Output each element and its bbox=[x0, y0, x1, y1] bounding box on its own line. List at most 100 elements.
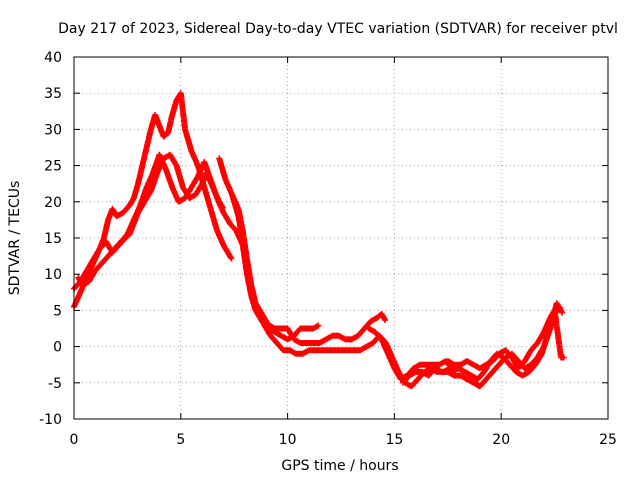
series-H bbox=[444, 307, 567, 372]
data-point-group bbox=[98, 254, 111, 267]
data-point-group bbox=[224, 249, 235, 262]
data-point-group bbox=[378, 311, 389, 324]
data-point-group bbox=[408, 377, 420, 390]
data-point-group bbox=[229, 191, 241, 218]
y-axis-label: SDTVAR / TECUs bbox=[7, 181, 23, 296]
data-point-group bbox=[273, 340, 286, 353]
data-point-group bbox=[385, 350, 397, 370]
grid-lines bbox=[74, 57, 608, 419]
data-point-group bbox=[207, 206, 220, 233]
data-point-group bbox=[100, 218, 111, 241]
x-tick-label: 10 bbox=[279, 432, 297, 448]
series-F bbox=[365, 304, 564, 383]
data-point-group bbox=[489, 362, 502, 375]
data-point-group bbox=[355, 326, 367, 339]
data-point-group bbox=[254, 307, 267, 327]
data-point-group bbox=[162, 166, 175, 189]
data-point-group bbox=[147, 171, 160, 194]
y-tick-labels: -10 -5 0 5 10 15 20 25 30 35 40 bbox=[39, 50, 62, 428]
data-point-group bbox=[267, 332, 279, 345]
data-point-group bbox=[156, 151, 169, 171]
data-point-group bbox=[201, 159, 214, 182]
data-point-group bbox=[139, 146, 150, 169]
data-point-group bbox=[169, 184, 181, 204]
data-point-group bbox=[496, 355, 508, 368]
data-point-group bbox=[165, 113, 175, 136]
y-tick-label: -10 bbox=[39, 412, 62, 428]
data-point-group bbox=[214, 227, 226, 247]
data-point-group bbox=[248, 289, 261, 312]
data-point-group bbox=[216, 155, 229, 182]
data-point-group bbox=[173, 162, 186, 189]
data-point-group bbox=[515, 359, 527, 372]
data-point-group bbox=[143, 171, 156, 191]
data-point-group bbox=[502, 347, 514, 360]
data-point-group bbox=[406, 369, 418, 379]
x-axis-label: GPS time / hours bbox=[281, 458, 398, 474]
data-point-group bbox=[192, 182, 205, 198]
data-point-group bbox=[558, 354, 567, 361]
data-point-group bbox=[214, 195, 226, 215]
data-point-group bbox=[169, 98, 180, 118]
data-point-group bbox=[528, 341, 540, 354]
data-point-group bbox=[551, 307, 564, 359]
data-point-group bbox=[124, 218, 137, 238]
x-tick-label: 5 bbox=[176, 432, 185, 448]
data-point-group bbox=[222, 177, 235, 197]
data-point-group bbox=[367, 315, 379, 325]
data-point-group bbox=[226, 220, 239, 233]
y-tick-label: 20 bbox=[44, 195, 62, 211]
x-tick-label: 25 bbox=[599, 432, 617, 448]
data-point-group bbox=[137, 185, 150, 209]
data-point-group bbox=[310, 322, 322, 332]
data-point-group bbox=[90, 247, 102, 263]
data-point-group bbox=[143, 127, 154, 151]
y-tick-label: 0 bbox=[53, 340, 62, 356]
data-point-group bbox=[489, 351, 502, 365]
data-point-group bbox=[130, 203, 143, 223]
data-point-group bbox=[261, 321, 273, 338]
series-A bbox=[71, 90, 235, 310]
data-point-group bbox=[474, 370, 487, 383]
y-tick-label: 35 bbox=[44, 86, 62, 102]
data-point-group bbox=[182, 185, 194, 202]
data-point-group bbox=[177, 90, 188, 131]
data-point-group bbox=[348, 333, 360, 343]
y-tick-label: 15 bbox=[44, 231, 62, 247]
series-G bbox=[399, 300, 566, 390]
data-point-group bbox=[323, 333, 335, 343]
chart-title: Day 217 of 2023, Sidereal Day-to-day VTE… bbox=[58, 21, 618, 37]
x-tick-labels: 0 5 10 15 20 25 bbox=[70, 432, 617, 448]
data-point-group bbox=[207, 177, 220, 200]
data-point-group bbox=[506, 361, 519, 374]
data-point-group bbox=[534, 330, 547, 346]
data-point-group bbox=[361, 319, 373, 332]
data-point-group bbox=[461, 368, 473, 378]
data-point-group bbox=[92, 261, 104, 274]
data-point-group bbox=[483, 370, 495, 383]
data-point-group bbox=[182, 126, 195, 153]
data-point-group bbox=[476, 377, 489, 390]
plot-frame bbox=[73, 56, 609, 420]
data-point-group bbox=[378, 336, 391, 356]
data-points bbox=[71, 90, 567, 390]
y-tick-label: 40 bbox=[44, 50, 62, 66]
data-point-group bbox=[528, 355, 540, 368]
data-point-group bbox=[444, 368, 456, 378]
data-point-group bbox=[160, 130, 170, 140]
y-tick-label: -5 bbox=[48, 376, 62, 392]
data-point-group bbox=[519, 369, 531, 379]
data-point-group bbox=[188, 174, 201, 191]
data-point-group bbox=[526, 362, 538, 375]
data-point-group bbox=[111, 239, 124, 252]
data-point-group bbox=[220, 209, 233, 226]
data-point-group bbox=[399, 373, 412, 386]
data-point-group bbox=[120, 203, 132, 216]
y-tick-label: 30 bbox=[44, 122, 62, 138]
x-tick-label: 15 bbox=[385, 432, 403, 448]
data-point-group bbox=[335, 332, 347, 342]
data-point-group bbox=[167, 151, 179, 168]
y-tick-label: 5 bbox=[53, 303, 62, 319]
data-point-group bbox=[118, 232, 130, 245]
